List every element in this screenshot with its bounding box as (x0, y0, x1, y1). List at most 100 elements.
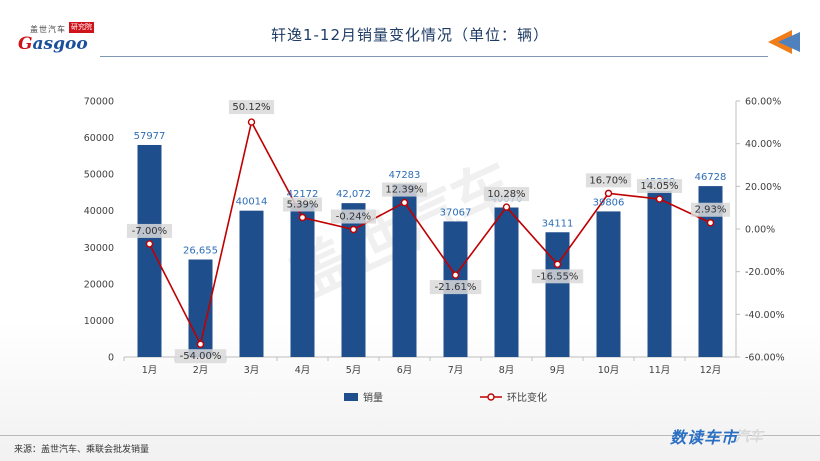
bar-value-label: 57977 (134, 131, 166, 142)
axes-layer: 0 10000 20000 30000 40000 50000 60000 70000 -60.… (84, 97, 785, 377)
line-point-8月 (502, 203, 511, 211)
logo-rest-letters: asgoo (32, 34, 88, 54)
logo-english-text: Gasgoo (18, 34, 88, 54)
x-axis-tick-label: 4月 (295, 365, 311, 376)
legend-line-marker (487, 393, 495, 401)
percent-value-label: 14.05% (640, 181, 678, 192)
gasgoo-logo: 盖世汽车 研究院 Gasgoo (8, 10, 98, 54)
line-point-5月 (349, 225, 358, 234)
percent-value-label: 5.39% (287, 200, 319, 211)
percent-label-box (429, 280, 482, 295)
percent-label-box (228, 100, 275, 115)
percent-label-box (126, 223, 173, 238)
percent-value-label: -21.61% (435, 282, 477, 293)
left-axis-tick-label: 0 (108, 353, 114, 364)
logo-badge: 研究院 (69, 22, 94, 33)
percent-label-box (174, 349, 227, 364)
line-point-1月 (145, 240, 154, 248)
left-axis-tick-label: 30000 (84, 243, 114, 254)
line-point-9月 (553, 260, 562, 269)
legend: 销量 环比变化 (344, 391, 547, 404)
x-axis-tick-label: 10月 (598, 365, 620, 376)
title-divider (100, 56, 768, 57)
bar-9月 (545, 232, 570, 357)
percent-value-label: 16.70% (589, 175, 627, 186)
percent-label-box (330, 209, 377, 224)
line-layer (145, 118, 715, 348)
bar-value-label: 40014 (236, 197, 268, 208)
footer-divider (0, 435, 820, 436)
bar-value-label: 42172 (287, 189, 319, 200)
left-axis-tick-label: 70000 (84, 97, 114, 108)
percent-value-label: 50.12% (232, 102, 270, 113)
legend-bar-swatch (344, 393, 358, 401)
bar-value-label: 46728 (695, 172, 727, 183)
left-axis-tick-label: 10000 (84, 316, 114, 327)
x-axis-tick-label: 12月 (700, 365, 722, 376)
percent-label-box (531, 269, 584, 284)
line-point-3月 (247, 118, 256, 126)
percent-value-label: 12.39% (385, 185, 423, 196)
bar-value-label: 26,655 (183, 246, 218, 257)
bar-8月 (494, 207, 519, 357)
mom-change-line (148, 119, 711, 347)
right-axis-tick-label: -20.00% (745, 267, 785, 278)
logo-g-letter: G (18, 34, 33, 54)
line-point-12月 (706, 219, 715, 227)
bar-value-label: 47283 (389, 170, 421, 181)
percent-value-label: 10.28% (487, 189, 525, 200)
right-axis-tick-label: 20.00% (745, 182, 781, 193)
percent-label-box (381, 182, 428, 197)
line-point-2月 (196, 340, 205, 348)
x-axis-tick-label: 5月 (346, 365, 362, 376)
percent-label-box (283, 197, 322, 212)
legend-bar-label: 销量 (363, 391, 383, 404)
bar-3月 (239, 210, 264, 357)
percent-label-box (585, 173, 632, 188)
x-axis-tick-label: 7月 (448, 365, 464, 376)
right-axis-tick-label: 0.00% (745, 225, 775, 236)
left-axis-tick-label: 20000 (84, 279, 114, 290)
right-axis-tick-label: -40.00% (745, 310, 785, 321)
logo-chinese-text: 盖世汽车 (30, 25, 66, 34)
bar-11月 (647, 190, 672, 357)
legend-line-label: 环比变化 (507, 391, 547, 404)
line-point-6月 (400, 198, 409, 207)
percent-value-label: -16.55% (537, 271, 579, 282)
x-axis-tick-label: 8月 (499, 365, 515, 376)
percent-value-label: 2.93% (695, 205, 727, 216)
right-axis-tick-label: 60.00% (745, 97, 781, 108)
percent-label-box (691, 202, 730, 217)
x-axis-tick-label: 1月 (142, 365, 158, 376)
x-axis-tick-label: 3月 (244, 365, 260, 376)
bar-1月 (137, 144, 162, 357)
x-axis-tick-label: 11月 (649, 365, 671, 376)
bar-value-label: 34111 (542, 218, 574, 229)
right-axis-tick-label: -60.00% (745, 353, 785, 364)
x-axis-tick-label: 2月 (193, 365, 209, 376)
line-point-4月 (298, 213, 307, 222)
percent-label-box (483, 187, 530, 202)
bar-10月 (596, 211, 621, 357)
source-note: 来源：盖世汽车、乘联会批发销量 (14, 445, 150, 455)
bar-4月 (290, 202, 315, 357)
line-point-11月 (655, 195, 664, 203)
left-axis-tick-label: 60000 (84, 133, 114, 144)
line-point-7月 (451, 271, 460, 279)
brand-logo-text: 数读车市 (670, 428, 739, 447)
percent-value-label: -0.24% (336, 212, 371, 223)
bar-6月 (392, 184, 417, 357)
bar-value-label: 42,072 (336, 189, 371, 200)
bar-value-label: 39806 (593, 197, 625, 208)
bar-value-label: 37067 (440, 207, 472, 218)
x-axis-tick-label: 9月 (550, 365, 566, 376)
back-arrow-icon[interactable] (766, 30, 802, 54)
chart-title: 轩逸1-12月销量变化情况（单位：辆） (270, 26, 550, 44)
line-point-10月 (604, 189, 613, 198)
brand-ghost-text: 汽车 (735, 429, 763, 445)
percent-value-label: -7.00% (132, 226, 167, 237)
percent-value-label: -54.00% (180, 351, 222, 362)
right-axis-tick-label: 40.00% (745, 139, 781, 150)
data-labels-layer: 5797726,655400144217242,0724728337067408… (126, 100, 730, 364)
